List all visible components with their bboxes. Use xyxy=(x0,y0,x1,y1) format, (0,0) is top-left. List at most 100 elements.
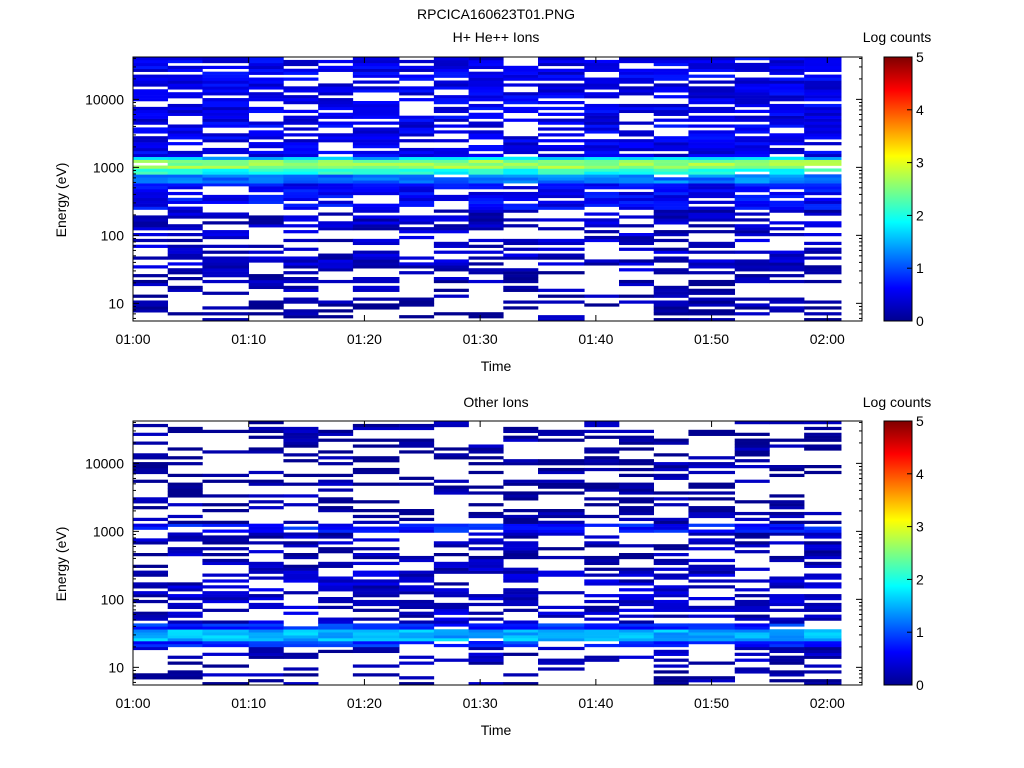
heatmap-cell xyxy=(538,294,585,298)
heatmap-cell xyxy=(352,259,400,263)
heatmap-cell xyxy=(769,142,805,146)
heatmap-cell xyxy=(619,168,655,172)
heatmap-cell xyxy=(769,177,805,181)
heatmap-cell xyxy=(468,89,504,93)
heatmap-cell xyxy=(202,638,250,642)
heatmap-cell xyxy=(283,297,319,301)
heatmap-cell xyxy=(734,95,770,99)
heatmap-cell xyxy=(734,441,770,445)
heatmap-cell xyxy=(248,602,284,607)
heatmap-cell xyxy=(734,177,770,181)
heatmap-cell xyxy=(653,567,689,571)
heatmap-cell xyxy=(619,59,655,64)
heatmap-cell xyxy=(283,435,319,439)
heatmap-cell xyxy=(619,294,655,298)
heatmap-cell xyxy=(503,118,539,122)
heatmap-cell xyxy=(202,112,250,116)
heatmap-cell xyxy=(584,197,620,202)
heatmap-cell xyxy=(202,171,250,175)
heatmap-cell xyxy=(352,112,400,116)
heatmap-cell xyxy=(584,555,620,560)
heatmap-cell xyxy=(619,500,655,504)
heatmap-cell xyxy=(202,118,250,122)
heatmap-cell xyxy=(433,638,469,642)
heatmap-cell xyxy=(653,194,689,199)
heatmap-cell xyxy=(167,535,203,539)
heatmap-cell xyxy=(433,561,469,566)
heatmap-cell xyxy=(399,423,435,428)
heatmap-cell xyxy=(538,112,585,116)
heatmap-cell xyxy=(399,162,435,166)
heatmap-cell xyxy=(399,438,435,442)
heatmap-cell xyxy=(804,435,842,439)
heatmap-cell xyxy=(769,147,805,152)
heatmap-cell xyxy=(352,632,400,636)
heatmap-cell xyxy=(584,294,620,298)
heatmap-cell xyxy=(352,165,400,169)
heatmap-cell xyxy=(202,212,250,216)
heatmap-cell xyxy=(352,209,400,213)
heatmap-cell xyxy=(202,591,250,595)
heatmap-cell xyxy=(433,59,469,64)
heatmap-cell xyxy=(688,608,736,612)
heatmap-cell xyxy=(283,555,319,560)
heatmap-cell xyxy=(734,511,770,516)
heatmap-cell xyxy=(283,183,319,187)
heatmap-cell xyxy=(619,438,655,442)
heatmap-cell xyxy=(352,142,400,146)
heatmap-cell xyxy=(619,582,655,586)
heatmap-cell xyxy=(619,197,655,202)
heatmap-cell xyxy=(352,547,400,551)
heatmap-cell xyxy=(468,227,504,231)
heatmap-cell xyxy=(619,509,655,513)
heatmap-cell xyxy=(734,168,770,172)
heatmap-cell xyxy=(318,315,354,319)
heatmap-cell xyxy=(399,197,435,202)
heatmap-cell xyxy=(653,576,689,580)
heatmap-cell xyxy=(734,159,770,163)
heatmap-cell xyxy=(399,98,435,102)
heatmap-cell xyxy=(167,165,203,169)
heatmap-cell xyxy=(399,77,435,81)
heatmap-cell xyxy=(688,532,736,536)
heatmap-cell xyxy=(133,59,169,64)
heatmap-cell xyxy=(202,106,250,111)
heatmap-cell xyxy=(734,250,770,254)
heatmap-cell xyxy=(433,186,469,190)
heatmap-cell xyxy=(202,312,250,316)
heatmap-cell xyxy=(167,494,203,498)
heatmap-cell xyxy=(653,124,689,128)
heatmap-cell xyxy=(769,635,805,639)
heatmap-cell xyxy=(433,95,469,99)
heatmap-cell xyxy=(804,268,842,272)
heatmap-cell xyxy=(283,544,319,548)
heatmap-cell xyxy=(653,629,689,633)
heatmap-cell xyxy=(202,98,250,102)
heatmap-cell xyxy=(619,153,655,158)
heatmap-cell xyxy=(283,133,319,137)
heatmap-cell xyxy=(352,509,400,513)
heatmap-cell xyxy=(352,643,400,648)
heatmap-cell xyxy=(653,652,689,656)
heatmap-cell xyxy=(804,670,842,674)
heatmap-cell xyxy=(619,638,655,642)
heatmap-cell xyxy=(399,555,435,560)
heatmap-cell xyxy=(653,86,689,90)
heatmap-cell xyxy=(769,259,805,263)
heatmap-cell xyxy=(653,649,689,654)
heatmap-cell xyxy=(538,238,585,243)
heatmap-cell xyxy=(283,180,319,184)
heatmap-cell xyxy=(167,532,203,536)
heatmap-cell xyxy=(433,629,469,633)
x-tick-label: 01:10 xyxy=(231,695,266,711)
heatmap-cell xyxy=(468,98,504,102)
heatmap-cell xyxy=(202,86,250,90)
heatmap-cell xyxy=(468,71,504,75)
heatmap-cell xyxy=(538,156,585,160)
heatmap-cell xyxy=(619,629,655,633)
heatmap-cell xyxy=(688,153,736,158)
heatmap-cell xyxy=(769,444,805,448)
heatmap-cell xyxy=(688,482,736,486)
heatmap-cell xyxy=(503,620,539,624)
